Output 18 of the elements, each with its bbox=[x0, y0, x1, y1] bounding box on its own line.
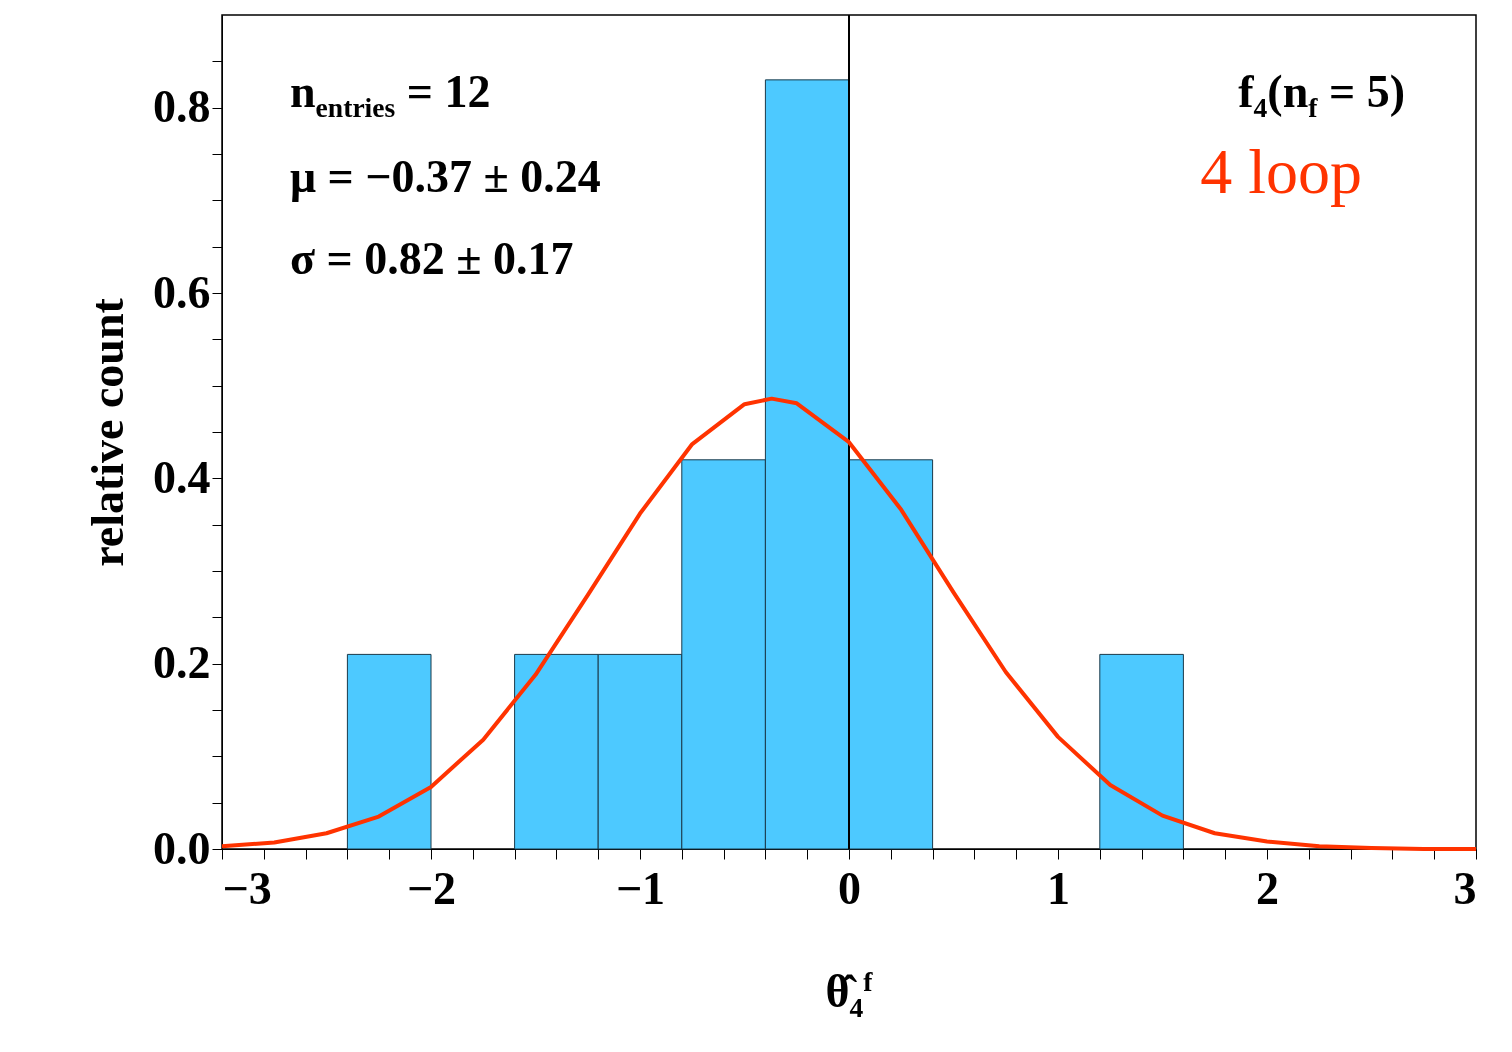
x-tick-label: −2 bbox=[406, 862, 457, 914]
text: 4 loop bbox=[1200, 135, 1362, 209]
x-tick-label: 2 bbox=[1256, 862, 1279, 914]
y-tick-label: 0.4 bbox=[153, 451, 211, 503]
x-tick-label: −3 bbox=[222, 862, 272, 914]
y-tick-label: 0.6 bbox=[153, 266, 211, 318]
y-tick-label: 0.8 bbox=[153, 81, 211, 133]
y-tick-label: 0.0 bbox=[153, 822, 211, 874]
x-tick-label: 1 bbox=[1047, 862, 1070, 914]
annotation: μ = −0.37 ± 0.24 bbox=[290, 150, 601, 203]
y-tick-label: 0.2 bbox=[153, 637, 211, 689]
annotation: n$_{entries}$ = 12 bbox=[290, 65, 491, 125]
y-axis-title: relative count bbox=[82, 297, 133, 567]
annotation: f$_{4}$(n$_{f}$ = 5) bbox=[1238, 65, 1405, 125]
x-tick-label: −1 bbox=[615, 862, 666, 914]
annotation: σ = 0.82 ± 0.17 bbox=[290, 232, 574, 285]
x-tick-label: 0 bbox=[838, 862, 861, 914]
x-tick-label: 3 bbox=[1453, 862, 1477, 914]
